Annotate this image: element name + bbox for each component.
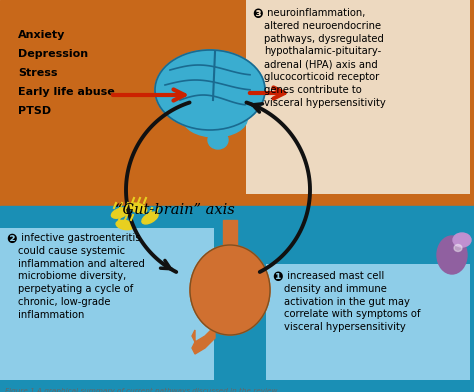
Bar	[0, 206, 474, 392]
Ellipse shape	[116, 220, 134, 230]
FancyBboxPatch shape	[0, 228, 214, 380]
Text: ❶: ❶	[272, 271, 283, 284]
Text: Stress: Stress	[18, 68, 57, 78]
Ellipse shape	[453, 233, 471, 247]
Text: ❸: ❸	[252, 8, 263, 21]
Text: neuroinflammation,
altered neuroendocrine
pathways, dysregulated
hypothalamic-pi: neuroinflammation, altered neuroendocrin…	[264, 8, 386, 107]
Ellipse shape	[190, 245, 270, 335]
Ellipse shape	[454, 245, 462, 252]
Text: Anxiety: Anxiety	[18, 30, 65, 40]
Text: increased mast cell
density and immune
activation in the gut may
correlate with : increased mast cell density and immune a…	[284, 271, 420, 332]
Text: ❷: ❷	[6, 233, 17, 246]
Ellipse shape	[208, 131, 228, 149]
Ellipse shape	[129, 203, 147, 213]
Bar	[0, 0, 474, 206]
Ellipse shape	[182, 99, 247, 137]
FancyBboxPatch shape	[246, 0, 470, 194]
Bar	[223, 220, 237, 248]
Text: Depression: Depression	[18, 49, 88, 59]
Ellipse shape	[142, 212, 158, 224]
Text: Figure 1 A graphical summary of current pathways discussed in the review.: Figure 1 A graphical summary of current …	[5, 388, 279, 392]
Text: Early life abuse: Early life abuse	[18, 87, 115, 97]
Polygon shape	[192, 326, 215, 354]
Ellipse shape	[155, 50, 265, 130]
Text: “Gut-brain” axis: “Gut-brain” axis	[115, 203, 235, 217]
Ellipse shape	[111, 208, 128, 218]
Ellipse shape	[437, 236, 467, 274]
Text: infective gastroenteritis
could cause systemic
inflammation and altered
microbio: infective gastroenteritis could cause sy…	[18, 233, 145, 320]
Text: PTSD: PTSD	[18, 106, 51, 116]
FancyBboxPatch shape	[266, 264, 470, 380]
